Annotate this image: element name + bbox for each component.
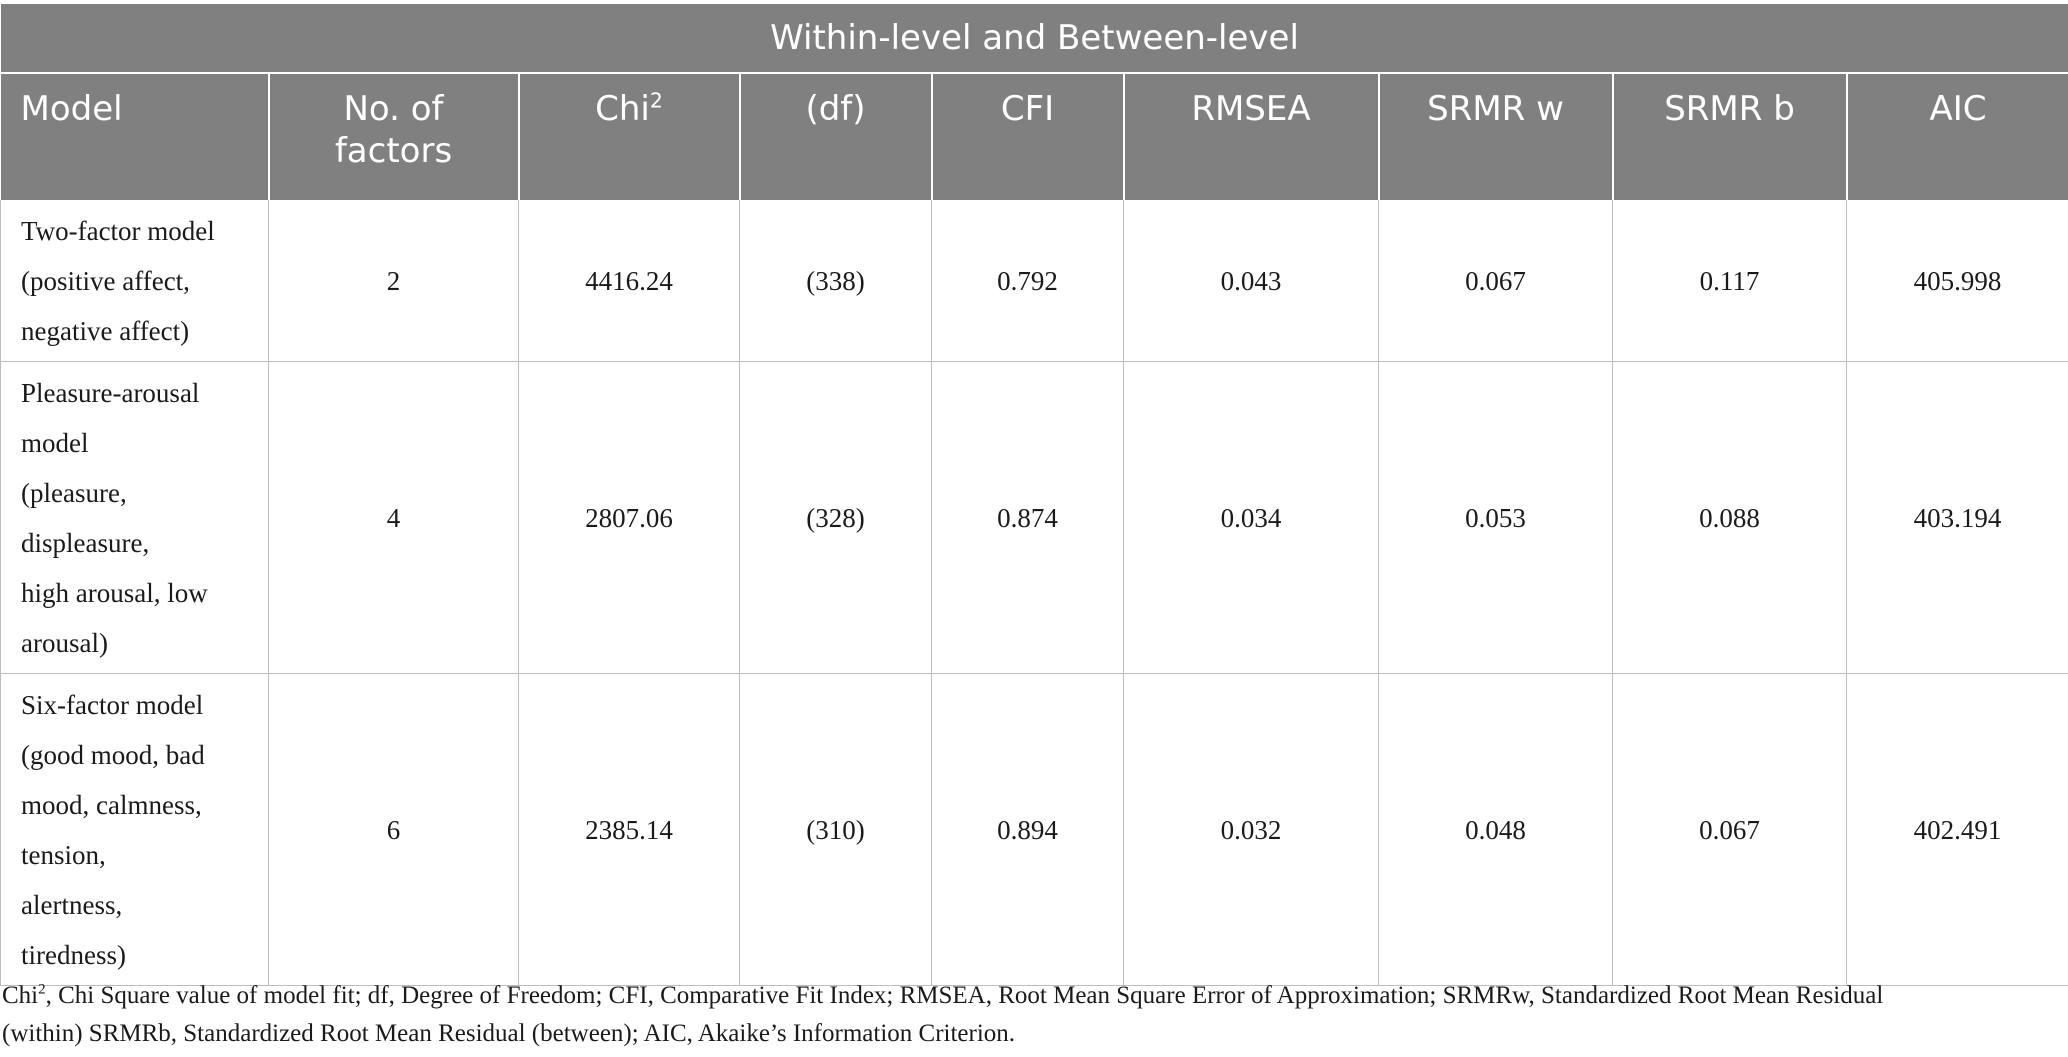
cell-aic: 405.998 [1845,200,2068,362]
cell-rmsea: 0.032 [1123,673,1379,986]
header-srmr-w: SRMR w [1377,73,1613,200]
model-line: model [21,427,89,458]
cell-cfi: 0.874 [931,361,1124,674]
cell-srmr-w: 0.067 [1378,200,1613,362]
table-footnote: Chi2, Chi Square value of model fit; df,… [2,977,2062,1053]
header-factors: No. of factors [267,73,519,200]
model-line: alertness, [21,889,123,920]
header-model: Model [0,73,269,200]
cell-model: Six-factor model (good mood, bad mood, c… [0,673,269,986]
cell-df: (328) [739,361,932,674]
model-line: arousal) [21,627,108,658]
header-srmr-b: SRMR b [1611,73,1847,200]
table-row: Pleasure-arousal model (pleasure, disple… [0,361,2068,674]
cell-srmr-w: 0.048 [1378,673,1613,986]
model-line: mood, calmness, [21,789,202,820]
model-line: Pleasure-arousal [21,377,200,408]
cell-srmr-b: 0.117 [1612,200,1847,362]
model-line: displeasure, [21,527,150,558]
table-title: Within-level and Between-level [0,4,2068,74]
cell-factors: 4 [268,361,519,674]
header-factors-line-1: No. of [343,89,444,129]
header-chi2: Chi2 [517,73,740,200]
header-cfi: CFI [930,73,1124,200]
cell-srmr-b: 0.088 [1612,361,1847,674]
footnote-chi-superscript: 2 [38,981,46,998]
model-line: tension, [21,839,106,870]
table-container: Within-level and Between-level Model No.… [0,4,2068,986]
model-line: tiredness) [21,939,126,970]
cell-chi2: 4416.24 [518,200,740,362]
header-factors-line-2: factors [334,131,453,171]
header-rmsea: RMSEA [1122,73,1379,200]
model-line: (positive affect, [21,265,190,296]
cell-srmr-b: 0.067 [1612,673,1847,986]
cell-model: Two-factor model (positive affect, negat… [0,200,269,362]
cell-factors: 6 [268,673,519,986]
footnote-line-1: Chi2, Chi Square value of model fit; df,… [2,977,2062,1015]
cell-chi2: 2385.14 [518,673,740,986]
cell-srmr-w: 0.053 [1378,361,1613,674]
cell-rmsea: 0.034 [1123,361,1379,674]
model-line: Two-factor model [21,215,215,246]
header-chi2-base: Chi [595,89,650,129]
cell-model: Pleasure-arousal model (pleasure, disple… [0,361,269,674]
table-row: Six-factor model (good mood, bad mood, c… [0,673,2068,986]
model-line: (good mood, bad [21,739,205,770]
table-row: Two-factor model (positive affect, negat… [0,200,2068,362]
cell-factors: 2 [268,200,519,362]
cell-rmsea: 0.043 [1123,200,1379,362]
footnote-line-1-text: , Chi Square value of model fit; df, Deg… [45,982,1884,1009]
footnote-line-2: (within) SRMRb, Standardized Root Mean R… [2,1020,1016,1047]
cell-chi2: 2807.06 [518,361,740,674]
footnote-chi-base: Chi [2,982,39,1009]
header-df: (df) [738,73,932,200]
cell-aic: 403.194 [1845,361,2068,674]
model-line: Six-factor model [21,689,204,720]
header-aic: AIC [1845,73,2068,200]
model-fit-table: Within-level and Between-level Model No.… [0,4,2068,986]
model-line: negative affect) [21,315,190,346]
model-line: (pleasure, [21,477,127,508]
cell-df: (338) [739,200,932,362]
cell-aic: 402.491 [1845,673,2068,986]
cell-cfi: 0.894 [931,673,1124,986]
model-line: high arousal, low [21,577,208,608]
cell-df: (310) [739,673,932,986]
header-chi2-superscript: 2 [649,88,663,113]
cell-cfi: 0.792 [931,200,1124,362]
